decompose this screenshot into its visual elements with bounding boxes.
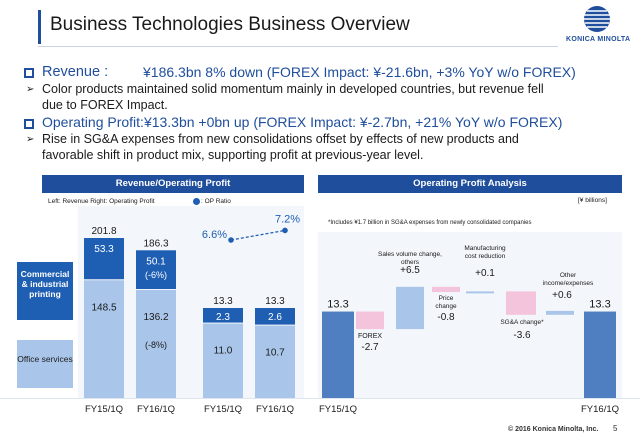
op-ratio-legend: : OP Ratio [201, 198, 231, 205]
waterfall-increase-bar [466, 291, 494, 294]
revenue-office-label: 148.5 [91, 302, 116, 313]
op-office-label: 10.7 [265, 348, 285, 359]
company-logo-text: KONICA MINOLTA [566, 36, 631, 43]
waterfall-total-bar [584, 311, 616, 398]
arrow-bullet-icon: ➢ [26, 84, 35, 95]
waterfall-step-label: Sales volume change, [378, 251, 442, 258]
waterfall-total-label: 13.3 [327, 299, 348, 311]
x-axis-tick-label: FY16/1Q [256, 404, 294, 415]
waterfall-step-value: -2.7 [361, 342, 379, 353]
bullet-square-icon [24, 68, 34, 78]
op-note-2: favorable shift in product mix, supporti… [42, 148, 424, 162]
office-change-annotation: (-8%) [145, 340, 167, 350]
waterfall-decrease-bar [432, 286, 460, 293]
op-ratio-point [228, 237, 234, 243]
title-divider [38, 46, 558, 47]
op-office-label: 11.0 [214, 346, 233, 357]
op-ratio-label: 7.2% [275, 213, 300, 225]
x-axis-tick-label: FY15/1Q [204, 404, 242, 415]
commercial-change-annotation: (-6%) [145, 270, 167, 280]
op-bar-commercial [255, 308, 295, 325]
x-axis-tick-label: FY16/1Q [137, 404, 175, 415]
page-title: Business Technologies Business Overview [50, 14, 410, 35]
title-accent-bar [38, 10, 41, 44]
revenue-bar-office [84, 280, 124, 398]
revenue-note-1: Color products maintained solid momentum… [42, 82, 544, 96]
op-ratio-point [282, 227, 288, 234]
waterfall-decrease-bar [356, 311, 384, 330]
revenue-bar-commercial [84, 238, 124, 280]
waterfall-step-label: cost reduction [465, 253, 506, 260]
x-axis-tick-label: FY15/1Q [85, 404, 123, 415]
left-panel-title: Revenue/Operating Profit [42, 175, 304, 193]
waterfall-step-label: others [401, 259, 420, 266]
revenue-note-2: due to FOREX Impact. [42, 98, 168, 112]
op-bar-commercial [203, 308, 243, 323]
waterfall-step-label: SG&A change* [500, 319, 544, 326]
bullet-square-icon [24, 119, 34, 129]
op-ratio-line [230, 229, 286, 241]
right-panel-title: Operating Profit Analysis [318, 175, 622, 193]
page-number: 5 [613, 424, 618, 433]
waterfall-step-value: +0.6 [552, 290, 572, 301]
revenue-total-label: 201.8 [91, 226, 116, 237]
revenue-label: Revenue : [42, 64, 109, 80]
op-bar-office [255, 325, 295, 398]
copyright: © 2016 Konica Minolta, Inc. [508, 426, 599, 433]
waterfall-step-label: FOREX [358, 333, 382, 340]
revenue-bar-commercial [136, 250, 176, 290]
waterfall-step-label: Manufacturing [464, 245, 506, 252]
legend-office-services: Office services [17, 340, 73, 388]
waterfall-step-label: income/expenses [543, 280, 594, 287]
waterfall-x-label: FY15/1Q [319, 404, 357, 415]
waterfall-increase-bar [546, 310, 574, 315]
waterfall-total-label: 13.3 [589, 299, 610, 311]
revenue-summary: ¥186.3bn 8% down (FOREX Impact: ¥-21.6bn… [143, 64, 576, 80]
waterfall-step-value: -3.6 [513, 330, 531, 341]
revenue-commercial-label: 50.1 [146, 256, 166, 267]
op-bar-office [203, 323, 243, 398]
waterfall-step-label: Price [439, 295, 454, 302]
waterfall-step-label: Other [560, 272, 577, 279]
konica-minolta-globe-icon [584, 6, 610, 32]
operating-profit-summary: Operating Profit:¥13.3bn +0bn up (FOREX … [42, 114, 563, 130]
revenue-bar-office [136, 290, 176, 398]
waterfall-step-label: change [435, 303, 457, 310]
op-ratio-label: 6.6% [202, 229, 227, 241]
footer-rule [0, 398, 640, 399]
waterfall-x-label: FY16/1Q [581, 404, 619, 415]
op-note-1: Rise in SG&A expenses from new consolida… [42, 132, 519, 146]
revenue-total-label: 186.3 [143, 238, 168, 249]
waterfall-step-value: +0.1 [475, 268, 495, 279]
unit-label: [¥ billions] [578, 197, 607, 204]
waterfall-increase-bar [396, 286, 424, 330]
revenue-office-label: 136.2 [143, 312, 168, 323]
op-commercial-label: 2.3 [216, 312, 230, 323]
legend-commercial-printing: Commercial & industrial printing [17, 262, 73, 320]
op-ratio-dot-icon [193, 198, 200, 205]
waterfall-total-bar [322, 311, 354, 398]
op-commercial-label: 2.6 [268, 312, 282, 323]
waterfall-step-value: -0.8 [437, 312, 455, 323]
waterfall-step-value: +6.5 [400, 265, 420, 276]
revenue-commercial-label: 53.3 [94, 244, 114, 255]
legend-note: Left: Revenue Right: Operating Profit [48, 198, 155, 205]
waterfall-decrease-bar [506, 291, 536, 315]
sga-footnote: *Includes ¥1.7 billion in SG&A expenses … [328, 220, 532, 226]
arrow-bullet-icon: ➢ [26, 134, 35, 145]
op-total-label: 13.3 [213, 296, 233, 307]
op-total-label: 13.3 [265, 296, 285, 307]
